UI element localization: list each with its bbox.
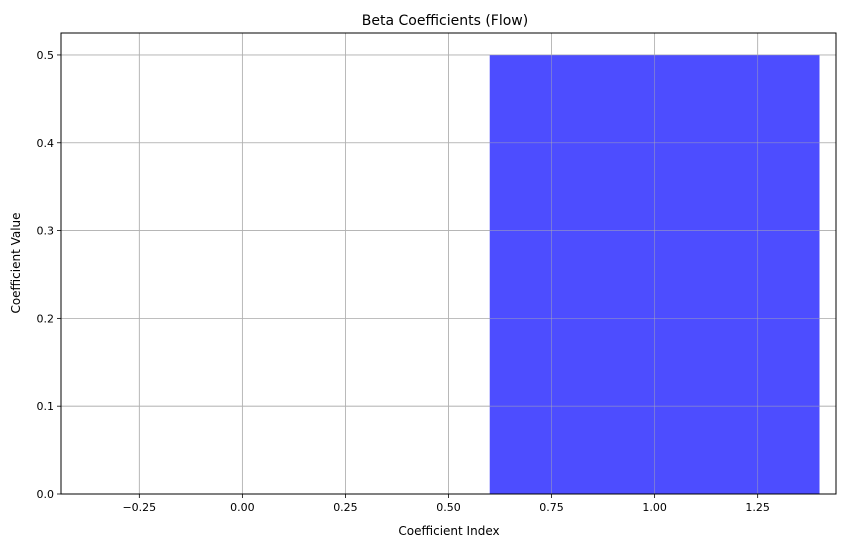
y-axis-ticks: 0.0 0.1 0.2 0.3 0.4 0.5 — [37, 49, 61, 501]
y-tick-label: 0.2 — [37, 312, 55, 325]
x-tick-label: −0.25 — [122, 501, 156, 514]
x-axis-label: Coefficient Index — [398, 524, 499, 538]
x-tick-label: 0.25 — [333, 501, 358, 514]
y-tick-label: 0.4 — [37, 137, 55, 150]
x-tick-label: 0.00 — [230, 501, 255, 514]
x-axis-ticks: −0.25 0.00 0.25 0.50 0.75 1.00 1.25 — [122, 494, 770, 514]
x-tick-label: 0.50 — [436, 501, 461, 514]
y-tick-label: 0.0 — [37, 488, 55, 501]
x-tick-label: 1.25 — [745, 501, 770, 514]
x-tick-label: 1.00 — [642, 501, 667, 514]
y-tick-label: 0.3 — [37, 225, 55, 238]
chart-title: Beta Coefficients (Flow) — [362, 13, 528, 29]
y-tick-label: 0.1 — [37, 400, 55, 413]
x-tick-label: 0.75 — [539, 501, 564, 514]
y-axis-label: Coefficient Value — [9, 212, 23, 313]
y-tick-label: 0.5 — [37, 49, 55, 62]
